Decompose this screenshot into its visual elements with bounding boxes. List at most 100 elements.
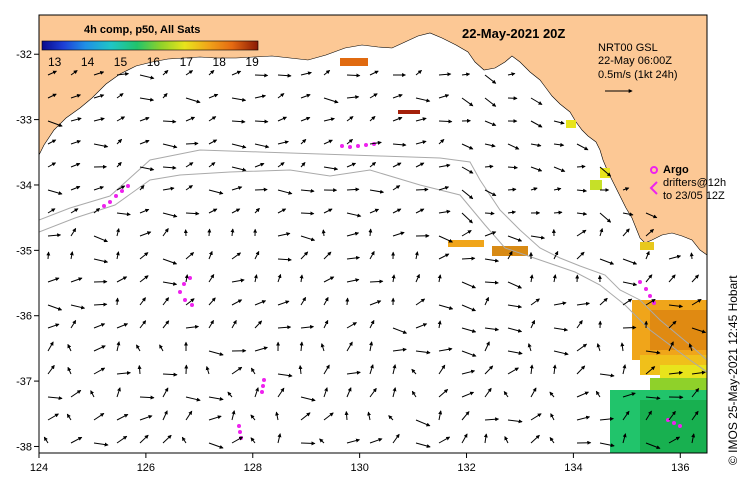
current-arrow	[254, 250, 260, 260]
current-arrow	[507, 419, 523, 424]
current-arrow	[277, 93, 285, 99]
current-arrow	[645, 298, 656, 306]
colorbar-tick-label: 18	[213, 55, 227, 69]
current-arrow	[116, 161, 122, 168]
credit-text: © IMOS 25-May-2021 12:45 Hobart	[726, 275, 740, 465]
current-arrow	[69, 251, 74, 260]
current-legend-scale: 0.5m/s (1kt 24h)	[598, 69, 677, 81]
current-arrow	[507, 187, 517, 192]
current-arrow	[46, 251, 51, 260]
current-arrow	[369, 115, 376, 122]
current-arrow	[47, 341, 54, 352]
current-arrow	[231, 70, 242, 76]
current-arrow	[47, 323, 60, 329]
current-arrow	[253, 274, 258, 283]
current-arrow	[622, 281, 638, 287]
current-arrow	[231, 278, 245, 283]
current-arrow	[47, 396, 63, 401]
current-arrow	[346, 73, 361, 78]
current-arrow	[367, 411, 372, 421]
current-arrow	[668, 341, 674, 352]
current-arrow	[254, 187, 268, 192]
current-arrow	[185, 396, 201, 402]
current-arrow	[553, 210, 563, 215]
current-arrow	[254, 387, 259, 398]
current-arrow	[622, 364, 627, 375]
current-arrow	[208, 93, 219, 99]
current-arrow	[415, 419, 431, 427]
current-arrow	[530, 319, 536, 329]
current-arrow	[139, 434, 149, 444]
map-title: 22-May-2021 20Z	[462, 26, 565, 41]
current-arrow	[70, 227, 77, 237]
current-arrow	[346, 322, 357, 329]
current-arrow	[622, 212, 634, 217]
current-arrow	[93, 143, 109, 149]
current-arrow	[93, 235, 109, 243]
argo-legend-line2: to 23/05 12Z	[663, 190, 725, 202]
current-arrow	[208, 442, 224, 449]
current-arrow	[438, 347, 453, 352]
current-arrow	[620, 342, 625, 352]
current-arrow	[369, 93, 378, 99]
current-arrow	[116, 387, 121, 398]
current-arrow	[599, 212, 612, 223]
current-arrow	[323, 251, 332, 260]
current-arrow	[438, 304, 454, 310]
current-arrow	[70, 162, 81, 168]
land-australia	[39, 15, 707, 256]
current-arrow	[47, 93, 57, 99]
current-arrow	[139, 166, 155, 172]
current-arrow	[254, 346, 268, 352]
current-arrow	[576, 229, 587, 237]
current-arrow	[346, 387, 352, 398]
current-arrow	[576, 188, 588, 193]
current-arrow	[162, 281, 178, 286]
current-arrow	[139, 395, 155, 400]
current-arrow	[208, 273, 215, 283]
current-arrow	[438, 364, 446, 375]
current-arrow	[461, 327, 477, 333]
current-arrow	[93, 323, 106, 329]
current-arrow	[300, 251, 309, 260]
current-arrow	[277, 433, 282, 444]
current-arrow	[162, 434, 172, 444]
current-arrow	[185, 116, 196, 122]
current-arrow	[461, 97, 474, 107]
current-arrow	[549, 391, 555, 398]
current-arrow	[392, 327, 408, 334]
current-arrow	[139, 97, 155, 102]
current-arrow	[277, 162, 285, 168]
current-arrow	[208, 319, 214, 329]
current-arrow	[185, 298, 195, 306]
current-arrow	[299, 341, 304, 352]
current-arrow	[461, 281, 477, 289]
current-arrow	[300, 412, 311, 421]
current-arrow	[668, 436, 681, 444]
current-arrow	[691, 387, 700, 398]
current-arrow	[300, 138, 307, 145]
current-arrow	[392, 93, 403, 99]
current-arrow	[645, 350, 661, 355]
current-arrow	[576, 343, 588, 352]
y-tick-label: -33	[16, 115, 32, 127]
current-arrow	[346, 162, 357, 168]
current-arrow	[116, 93, 124, 99]
current-arrow	[461, 369, 476, 375]
current-arrow	[277, 325, 292, 330]
current-arrow	[184, 274, 189, 283]
argo-legend-label: Argo	[663, 164, 689, 176]
current-arrow	[70, 70, 78, 76]
current-arrow	[227, 391, 233, 398]
current-arrow	[70, 139, 82, 145]
current-arrow	[116, 185, 126, 191]
current-arrow	[668, 320, 677, 329]
current-arrow	[576, 143, 589, 151]
current-arrow	[576, 164, 586, 169]
x-tick-label: 132	[457, 462, 475, 474]
current-arrow	[139, 74, 155, 80]
current-arrow	[368, 228, 373, 237]
current-arrow	[553, 187, 562, 192]
current-arrow	[185, 185, 193, 191]
current-arrow	[185, 70, 194, 76]
